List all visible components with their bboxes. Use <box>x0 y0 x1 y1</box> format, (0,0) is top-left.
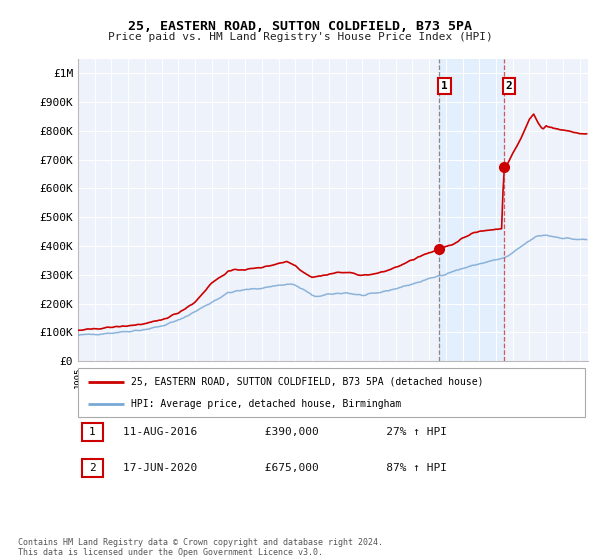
FancyBboxPatch shape <box>78 368 585 417</box>
Text: 11-AUG-2016          £390,000          27% ↑ HPI: 11-AUG-2016 £390,000 27% ↑ HPI <box>123 427 447 437</box>
Text: 25, EASTERN ROAD, SUTTON COLDFIELD, B73 5PA: 25, EASTERN ROAD, SUTTON COLDFIELD, B73 … <box>128 20 472 32</box>
Text: Contains HM Land Registry data © Crown copyright and database right 2024.
This d: Contains HM Land Registry data © Crown c… <box>18 538 383 557</box>
FancyBboxPatch shape <box>82 423 103 441</box>
Text: Price paid vs. HM Land Registry's House Price Index (HPI): Price paid vs. HM Land Registry's House … <box>107 32 493 42</box>
Text: 25, EASTERN ROAD, SUTTON COLDFIELD, B73 5PA (detached house): 25, EASTERN ROAD, SUTTON COLDFIELD, B73 … <box>131 377 484 387</box>
Text: 2: 2 <box>89 463 96 473</box>
Text: 2: 2 <box>505 81 512 91</box>
Text: 1: 1 <box>441 81 448 91</box>
Text: 1: 1 <box>89 427 96 437</box>
FancyBboxPatch shape <box>82 459 103 477</box>
Bar <box>439 59 504 361</box>
Text: HPI: Average price, detached house, Birmingham: HPI: Average price, detached house, Birm… <box>131 399 401 409</box>
Text: 17-JUN-2020          £675,000          87% ↑ HPI: 17-JUN-2020 £675,000 87% ↑ HPI <box>123 463 447 473</box>
